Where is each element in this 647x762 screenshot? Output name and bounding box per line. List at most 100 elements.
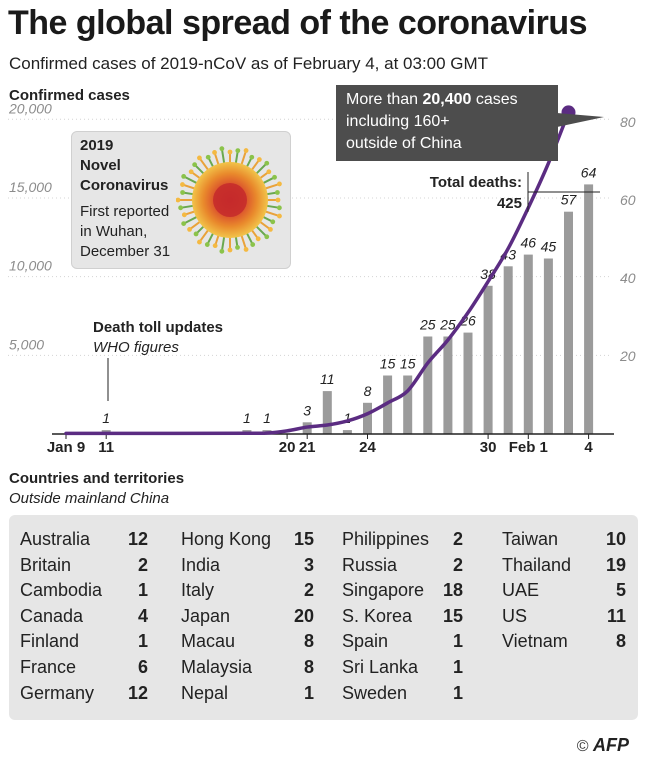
country-count: 12	[127, 682, 148, 703]
callout-prefix: More than	[346, 91, 423, 108]
country-name: Hong Kong	[181, 529, 272, 549]
right-tick-label: 80	[620, 114, 636, 130]
callout-line2: including 160+	[346, 113, 450, 130]
country-name: UAE	[502, 580, 540, 601]
virus-name: 2019 Novel Coronavirus	[80, 136, 168, 196]
country-name: Nepal	[181, 682, 229, 703]
country-count: 6	[137, 656, 148, 677]
death-bar	[503, 266, 513, 434]
country-name: Thailand	[502, 554, 572, 575]
death-bar-label: 11	[320, 371, 335, 387]
virus-name-line: Novel	[80, 157, 121, 174]
country-count: 1	[303, 682, 314, 703]
country-name: Australia	[20, 529, 91, 549]
left-axis-label: Confirmed cases	[9, 87, 130, 104]
country-name: Germany	[20, 682, 95, 703]
country-count: 20	[293, 605, 314, 626]
country-count: 18	[442, 580, 463, 601]
copyright-symbol: ©	[576, 738, 589, 755]
virus-name-line: 2019	[80, 137, 114, 154]
country-count: 1	[452, 631, 463, 652]
credit: © AFP	[577, 735, 629, 756]
country-count: 2	[452, 529, 463, 549]
country-count: 3	[303, 554, 314, 575]
death-bar	[443, 336, 453, 434]
death-bar-label: 46	[521, 235, 537, 251]
death-bar-label: 25	[439, 317, 456, 333]
country-name: Canada	[20, 605, 84, 626]
country-count: 1	[452, 656, 463, 677]
countries-title: Countries and territories	[9, 470, 185, 487]
country-count: 2	[137, 554, 148, 575]
coronavirus-illustration	[176, 146, 282, 254]
country-name: Japan	[181, 605, 231, 626]
country-count: 15	[442, 605, 463, 626]
x-tick-label: 30	[480, 439, 497, 456]
right-axis-ticks: 20 40 60 80	[619, 114, 636, 364]
country-name: Taiwan	[502, 529, 559, 549]
first-reported-line: in Wuhan,	[80, 223, 148, 240]
country-name: Cambodia	[20, 580, 103, 601]
country-count: 2	[452, 554, 463, 575]
total-deaths-label: Total deaths:	[430, 174, 522, 191]
country-count: 1	[452, 682, 463, 703]
callout-suffix: cases	[471, 91, 518, 108]
x-tick-label: 11	[98, 439, 114, 456]
first-reported-line: December 31	[80, 243, 171, 260]
death-bar-label: 1	[344, 410, 352, 426]
right-tick-label: 60	[620, 192, 636, 208]
death-bar-label: 15	[400, 356, 416, 372]
afp-logo: AFP	[593, 735, 629, 755]
x-tick-label: Feb 1	[509, 439, 548, 456]
country-count: 4	[137, 605, 148, 626]
first-reported-line: First reported	[80, 203, 170, 220]
country-name: France	[20, 656, 77, 677]
death-bar	[463, 332, 473, 434]
callout-line3: outside of China	[346, 135, 462, 152]
death-bar	[342, 430, 352, 434]
left-tick-label: 15,000	[9, 179, 52, 195]
country-name: Philippines	[342, 529, 430, 549]
cases-deaths-chart: Confirmed cases 5,00010,00015,00020,000 …	[8, 87, 636, 456]
country-name: Macau	[181, 631, 236, 652]
country-name: Sweden	[342, 682, 408, 703]
country-count: 2	[303, 580, 314, 601]
country-name: S. Korea	[342, 605, 413, 626]
death-bar-label: 1	[102, 410, 110, 426]
virus-name-line: Coronavirus	[80, 177, 169, 194]
death-bar	[483, 285, 493, 434]
x-axis-ticks: Jan 9 11 20 21 24 30 Feb 1 4	[47, 434, 593, 456]
country-count: 10	[605, 529, 626, 549]
country-count: 15	[293, 529, 314, 549]
country-name: Britain	[20, 554, 72, 575]
left-tick-label: 10,000	[9, 258, 52, 274]
death-bar	[564, 211, 573, 434]
death-bar	[423, 336, 433, 434]
country-name: Malaysia	[181, 656, 253, 677]
death-toll-title: Death toll updates	[93, 319, 223, 336]
chart-title: The global spread of the coronavirus	[8, 4, 588, 42]
death-bar-label: 15	[380, 356, 396, 372]
virus-first-reported: First reported in Wuhan, December 31	[80, 202, 170, 262]
left-axis-ticks: 5,000 10,000 15,000 20,000	[8, 100, 52, 352]
x-tick-label: 20	[279, 439, 296, 456]
chart-subtitle: Confirmed cases of 2019-nCoV as of Febru…	[9, 54, 489, 73]
death-bar-label: 57	[561, 192, 578, 208]
country-name: Spain	[342, 631, 389, 652]
death-bar	[363, 402, 372, 434]
x-tick-label: 4	[584, 439, 593, 456]
callout-pointer	[557, 113, 604, 127]
callout-total: 20,400	[422, 91, 472, 108]
country-name: Italy	[181, 580, 215, 601]
total-deaths-bracket	[527, 172, 600, 212]
death-bar	[403, 375, 413, 434]
left-tick-label: 5,000	[9, 336, 44, 352]
virus-info-box: 2019 Novel Coronavirus First reported in…	[71, 131, 291, 269]
total-deaths-value: 425	[497, 195, 522, 212]
country-name: Singapore	[342, 580, 425, 601]
country-count: 8	[615, 631, 626, 652]
death-bar-label: 45	[541, 239, 557, 255]
country-count: 19	[605, 554, 626, 575]
country-count: 5	[615, 580, 626, 601]
country-count: 11	[606, 605, 626, 626]
